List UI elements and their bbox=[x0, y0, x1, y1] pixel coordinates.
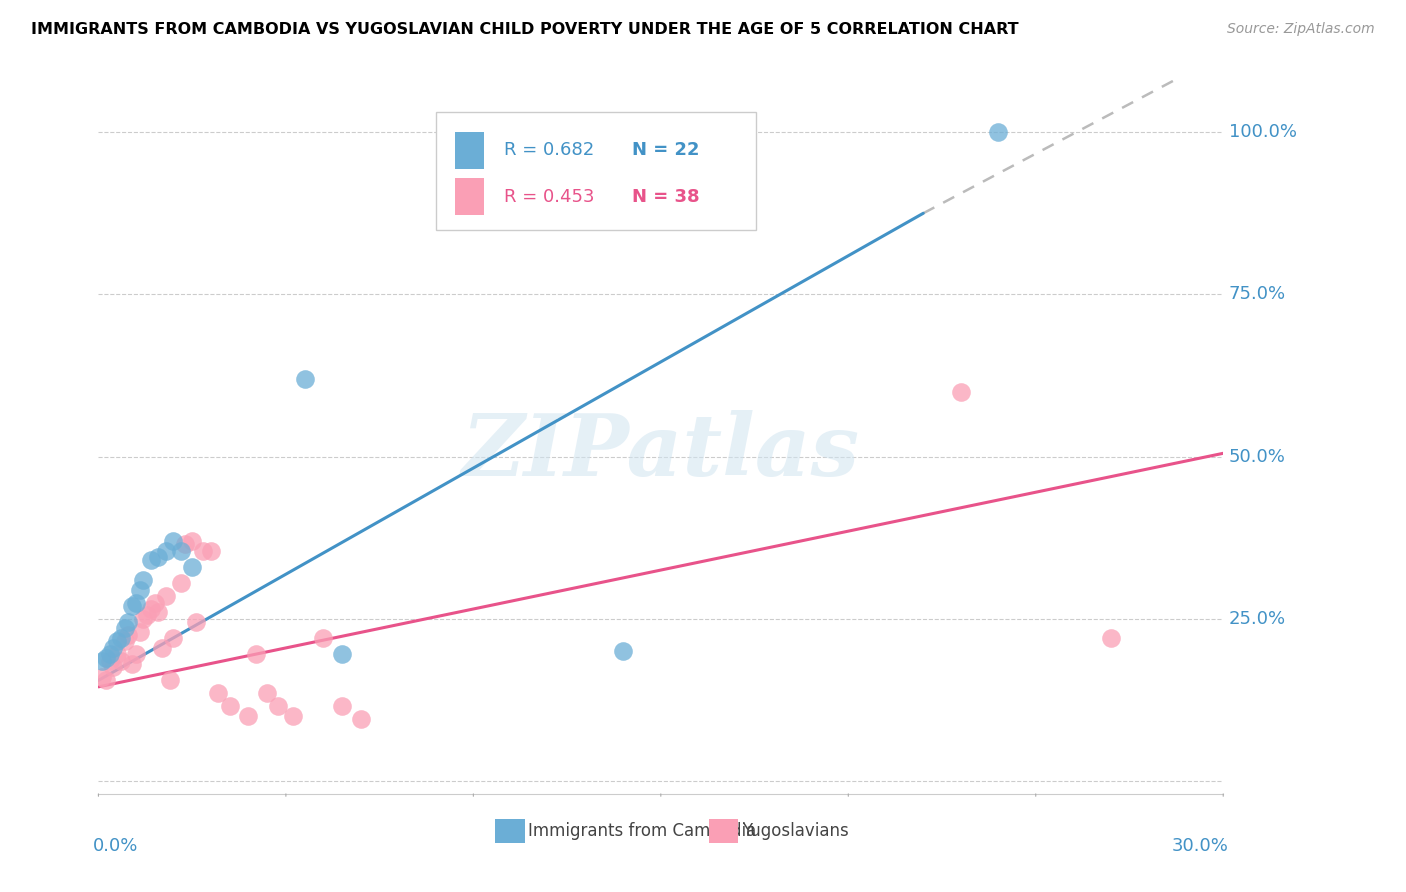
Point bbox=[114, 634, 136, 648]
Point bbox=[121, 599, 143, 613]
Point bbox=[170, 543, 193, 558]
Point bbox=[245, 648, 267, 662]
Point bbox=[117, 628, 139, 642]
Point bbox=[312, 631, 335, 645]
Point bbox=[105, 648, 128, 662]
Point bbox=[350, 712, 373, 726]
Text: 75.0%: 75.0% bbox=[1229, 285, 1286, 303]
Point bbox=[148, 550, 170, 565]
Point bbox=[136, 608, 159, 623]
Point bbox=[94, 673, 117, 688]
Point bbox=[125, 595, 148, 609]
Text: Yugoslavians: Yugoslavians bbox=[742, 822, 849, 840]
Point bbox=[162, 631, 184, 645]
Point bbox=[148, 605, 170, 619]
FancyBboxPatch shape bbox=[436, 112, 756, 230]
Point bbox=[162, 533, 184, 548]
Text: Source: ZipAtlas.com: Source: ZipAtlas.com bbox=[1227, 22, 1375, 37]
Point bbox=[121, 657, 143, 672]
Point bbox=[256, 686, 278, 700]
Point bbox=[267, 699, 290, 714]
Point bbox=[173, 537, 195, 551]
Point bbox=[155, 589, 177, 603]
Point bbox=[238, 709, 260, 723]
Point bbox=[117, 615, 139, 629]
Text: 50.0%: 50.0% bbox=[1229, 448, 1285, 466]
Point bbox=[181, 559, 204, 574]
Point bbox=[128, 582, 150, 597]
FancyBboxPatch shape bbox=[709, 819, 738, 843]
Point bbox=[98, 654, 121, 668]
Text: R = 0.682: R = 0.682 bbox=[505, 141, 595, 159]
Point bbox=[949, 384, 972, 399]
Text: IMMIGRANTS FROM CAMBODIA VS YUGOSLAVIAN CHILD POVERTY UNDER THE AGE OF 5 CORRELA: IMMIGRANTS FROM CAMBODIA VS YUGOSLAVIAN … bbox=[31, 22, 1018, 37]
Text: 25.0%: 25.0% bbox=[1229, 610, 1286, 628]
Point bbox=[294, 372, 316, 386]
Point bbox=[91, 654, 114, 668]
Point bbox=[181, 533, 204, 548]
Point bbox=[159, 673, 181, 688]
Point bbox=[218, 699, 240, 714]
Point bbox=[139, 553, 162, 567]
Point bbox=[283, 709, 305, 723]
Text: N = 22: N = 22 bbox=[631, 141, 699, 159]
Text: 0.0%: 0.0% bbox=[93, 837, 138, 855]
Point bbox=[114, 622, 136, 636]
Point bbox=[98, 648, 121, 662]
Text: N = 38: N = 38 bbox=[631, 187, 699, 205]
Text: Immigrants from Cambodia: Immigrants from Cambodia bbox=[529, 822, 756, 840]
Point bbox=[987, 125, 1010, 139]
Point bbox=[330, 699, 353, 714]
Point bbox=[193, 543, 215, 558]
Point bbox=[184, 615, 207, 629]
Text: R = 0.453: R = 0.453 bbox=[505, 187, 595, 205]
Point bbox=[110, 654, 132, 668]
Text: 30.0%: 30.0% bbox=[1173, 837, 1229, 855]
Point bbox=[91, 670, 114, 684]
FancyBboxPatch shape bbox=[456, 132, 484, 169]
Point bbox=[103, 660, 125, 674]
Point bbox=[105, 634, 128, 648]
Point bbox=[1099, 631, 1122, 645]
Point bbox=[612, 644, 634, 658]
Point bbox=[110, 631, 132, 645]
Point bbox=[125, 648, 148, 662]
Point bbox=[150, 640, 173, 655]
Text: 100.0%: 100.0% bbox=[1229, 123, 1296, 141]
Point bbox=[103, 640, 125, 655]
Point bbox=[143, 595, 166, 609]
FancyBboxPatch shape bbox=[456, 178, 484, 215]
Text: ZIPatlas: ZIPatlas bbox=[461, 409, 860, 493]
FancyBboxPatch shape bbox=[495, 819, 524, 843]
Point bbox=[132, 573, 155, 587]
Point bbox=[139, 602, 162, 616]
Point bbox=[155, 543, 177, 558]
Point bbox=[132, 612, 155, 626]
Point bbox=[170, 576, 193, 591]
Point bbox=[128, 624, 150, 639]
Point bbox=[94, 650, 117, 665]
Point bbox=[200, 543, 222, 558]
Point bbox=[330, 648, 353, 662]
Point bbox=[207, 686, 229, 700]
